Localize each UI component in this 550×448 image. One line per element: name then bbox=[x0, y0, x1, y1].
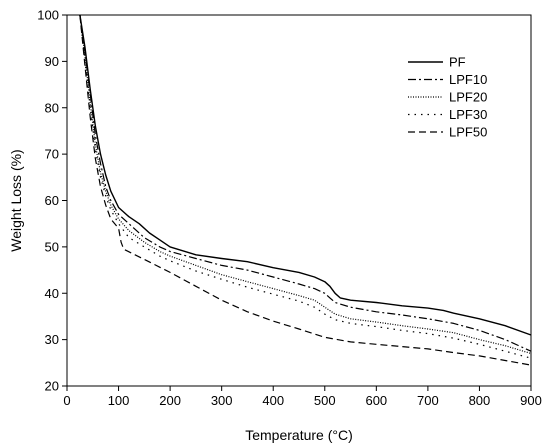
y-tick-label: 90 bbox=[45, 54, 59, 69]
y-tick-label: 50 bbox=[45, 239, 59, 254]
y-tick-label: 30 bbox=[45, 332, 59, 347]
x-tick-label: 900 bbox=[520, 393, 542, 408]
x-tick-label: 500 bbox=[314, 393, 336, 408]
legend: PF LPF10 LPF20 LPF30 LPF50 bbox=[408, 55, 487, 140]
legend-label-pf: PF bbox=[449, 55, 466, 70]
y-tick-label: 100 bbox=[37, 8, 59, 23]
x-tick-label: 300 bbox=[211, 393, 233, 408]
x-tick-label: 700 bbox=[417, 393, 439, 408]
x-tick-label: 200 bbox=[159, 393, 181, 408]
x-tick-label: 100 bbox=[108, 393, 130, 408]
series-layer bbox=[79, 14, 532, 366]
legend-label-lpf50: LPF50 bbox=[449, 125, 487, 140]
plot-frame bbox=[66, 14, 532, 387]
y-tick-label: 70 bbox=[45, 147, 59, 162]
series-line-lpf10 bbox=[79, 14, 532, 352]
x-tick-label: 400 bbox=[262, 393, 284, 408]
x-tick-label: 0 bbox=[63, 393, 70, 408]
y-tick-label: 20 bbox=[45, 379, 59, 394]
legend-label-lpf30: LPF30 bbox=[449, 107, 487, 122]
x-axis-label: Temperature (°C) bbox=[245, 427, 353, 443]
legend-label-lpf10: LPF10 bbox=[449, 72, 487, 87]
y-tick-label: 40 bbox=[45, 286, 59, 301]
y-tick-label: 80 bbox=[45, 100, 59, 115]
series-line-lpf50 bbox=[79, 14, 532, 366]
series-line-lpf20 bbox=[79, 14, 532, 355]
x-tick-label: 600 bbox=[365, 393, 387, 408]
y-tick-label: 60 bbox=[45, 193, 59, 208]
x-tick-label: 800 bbox=[469, 393, 491, 408]
legend-label-lpf20: LPF20 bbox=[449, 90, 487, 105]
plot-area bbox=[66, 14, 532, 387]
y-axis-label: Weight Loss (%) bbox=[8, 149, 24, 251]
axes-layer: 0 100 200 300 400 500 600 700 800 900 20 30 40 50 60 70… bbox=[37, 8, 542, 409]
series-line-pf bbox=[79, 14, 532, 336]
